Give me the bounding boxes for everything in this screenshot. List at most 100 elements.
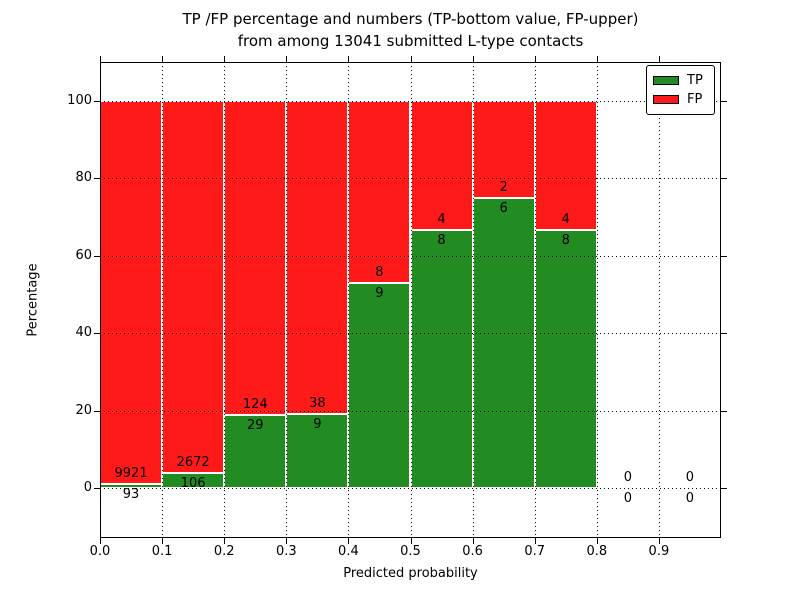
bar-tp-segment xyxy=(286,413,349,488)
y-tick-label: 0 xyxy=(83,480,92,495)
x-tick-top xyxy=(224,56,226,62)
bar-fp-segment xyxy=(224,101,287,415)
bar-fp-segment xyxy=(100,101,163,485)
tp-count-label: 9 xyxy=(375,286,384,302)
x-tick-bottom xyxy=(162,538,164,544)
plot-area: 0 20 40 60 80 100 9921 93 2672 106 124 29 38 9 8 9 4 8 2 6 4… xyxy=(67,56,727,559)
x-tick-top xyxy=(162,56,164,62)
x-tick-label: 0.8 xyxy=(586,544,608,559)
tp-count-label: 9 xyxy=(313,416,322,432)
y-tick-left xyxy=(94,255,100,257)
x-tick-label: 0.7 xyxy=(524,544,546,559)
legend-swatch-fp xyxy=(653,95,679,104)
fp-count-label: 8 xyxy=(375,265,384,281)
x-tick-bottom xyxy=(410,538,412,544)
legend-label: FP xyxy=(687,92,703,107)
grid-line-vertical xyxy=(596,62,598,538)
grid-line-vertical xyxy=(410,62,412,538)
fp-count-label: 0 xyxy=(623,470,632,485)
y-tick-label: 20 xyxy=(75,402,92,418)
grid-line-vertical xyxy=(658,62,660,538)
y-tick-right xyxy=(721,255,727,257)
chart-title-line2: from among 13041 submitted L-type contac… xyxy=(237,32,584,50)
bar-fp-segment xyxy=(348,101,411,284)
y-tick-left xyxy=(94,178,100,180)
x-tick-label: 0.3 xyxy=(275,544,297,559)
axes-frame xyxy=(100,62,721,538)
tp-count-label: 0 xyxy=(623,491,632,506)
y-tick-right xyxy=(721,488,727,489)
tp-count-label: 8 xyxy=(561,233,570,248)
bar-fp-segment xyxy=(472,101,535,198)
x-tick-bottom xyxy=(534,538,536,544)
legend-row-tp: TP xyxy=(653,71,710,90)
y-tick-right xyxy=(721,101,727,102)
x-tick-label: 0.9 xyxy=(648,544,670,559)
grid-line-vertical xyxy=(472,62,474,538)
x-tick-bottom xyxy=(658,538,660,544)
fp-count-label: 2 xyxy=(499,179,508,195)
x-tick-bottom xyxy=(348,538,350,544)
legend-swatch-tp xyxy=(653,76,679,85)
x-axis-title: Predicted probability xyxy=(343,566,478,581)
x-tick-top xyxy=(596,56,598,62)
x-tick-label: 0.5 xyxy=(400,544,421,559)
x-tick-bottom xyxy=(224,538,226,544)
grid-line-vertical xyxy=(348,62,350,538)
y-tick-label: 40 xyxy=(75,325,92,341)
tp-count-label: 106 xyxy=(180,476,206,492)
x-tick-top xyxy=(472,56,474,62)
tp-count-label: 93 xyxy=(122,487,140,503)
y-tick-label: 100 xyxy=(67,93,92,108)
x-tick-top xyxy=(658,56,660,62)
legend-label: TP xyxy=(687,73,703,88)
y-tick-label: 60 xyxy=(75,247,92,263)
tp-count-label: 8 xyxy=(437,233,446,248)
x-tick-label: 0.1 xyxy=(151,544,173,559)
y-tick-label: 80 xyxy=(75,170,92,186)
grid-line-vertical xyxy=(534,62,536,538)
fp-count-label: 9921 xyxy=(114,466,148,482)
bar-tp-segment xyxy=(472,197,535,488)
chart-title-line1: TP /FP percentage and numbers (TP-bottom… xyxy=(182,10,639,28)
fp-count-label: 4 xyxy=(561,212,570,227)
legend: TP FP xyxy=(646,65,715,115)
y-tick-right xyxy=(721,410,727,412)
x-tick-top xyxy=(410,56,412,62)
legend-row-fp: FP xyxy=(653,90,710,109)
grid-line-vertical xyxy=(224,62,226,538)
x-tick-top xyxy=(286,56,288,62)
x-tick-top xyxy=(348,56,350,62)
x-tick-label: 0.2 xyxy=(213,544,235,559)
bar-fp-segment xyxy=(534,101,597,230)
y-tick-left xyxy=(94,410,100,412)
grid-line-vertical xyxy=(286,62,288,538)
y-tick-right xyxy=(721,178,727,180)
y-tick-left xyxy=(94,101,100,102)
tp-count-label: 0 xyxy=(685,491,695,506)
y-tick-left xyxy=(94,333,100,335)
y-tick-left xyxy=(94,488,100,489)
fp-count-label: 38 xyxy=(309,395,326,411)
fp-count-label: 0 xyxy=(685,470,695,485)
x-tick-bottom xyxy=(472,538,474,544)
bar-tp-segment xyxy=(410,230,473,488)
tp-count-label: 29 xyxy=(246,417,264,433)
x-tick-bottom xyxy=(100,538,101,544)
x-tick-label: 0.4 xyxy=(338,544,359,559)
y-tick-right xyxy=(721,333,727,335)
x-tick-bottom xyxy=(596,538,598,544)
x-tick-top xyxy=(100,56,101,62)
fp-count-label: 4 xyxy=(437,212,446,227)
x-tick-label: 0.6 xyxy=(462,544,483,559)
tp-count-label: 6 xyxy=(499,200,508,216)
x-tick-top xyxy=(534,56,536,62)
x-tick-label: 0.0 xyxy=(89,544,111,559)
grid-line-vertical xyxy=(162,62,164,538)
x-tick-bottom xyxy=(286,538,288,544)
bar-fp-segment xyxy=(286,101,349,414)
chart-title: TP /FP percentage and numbers (TP-bottom… xyxy=(100,8,721,52)
fp-count-label: 124 xyxy=(242,396,268,412)
fp-count-label: 2672 xyxy=(176,455,210,471)
